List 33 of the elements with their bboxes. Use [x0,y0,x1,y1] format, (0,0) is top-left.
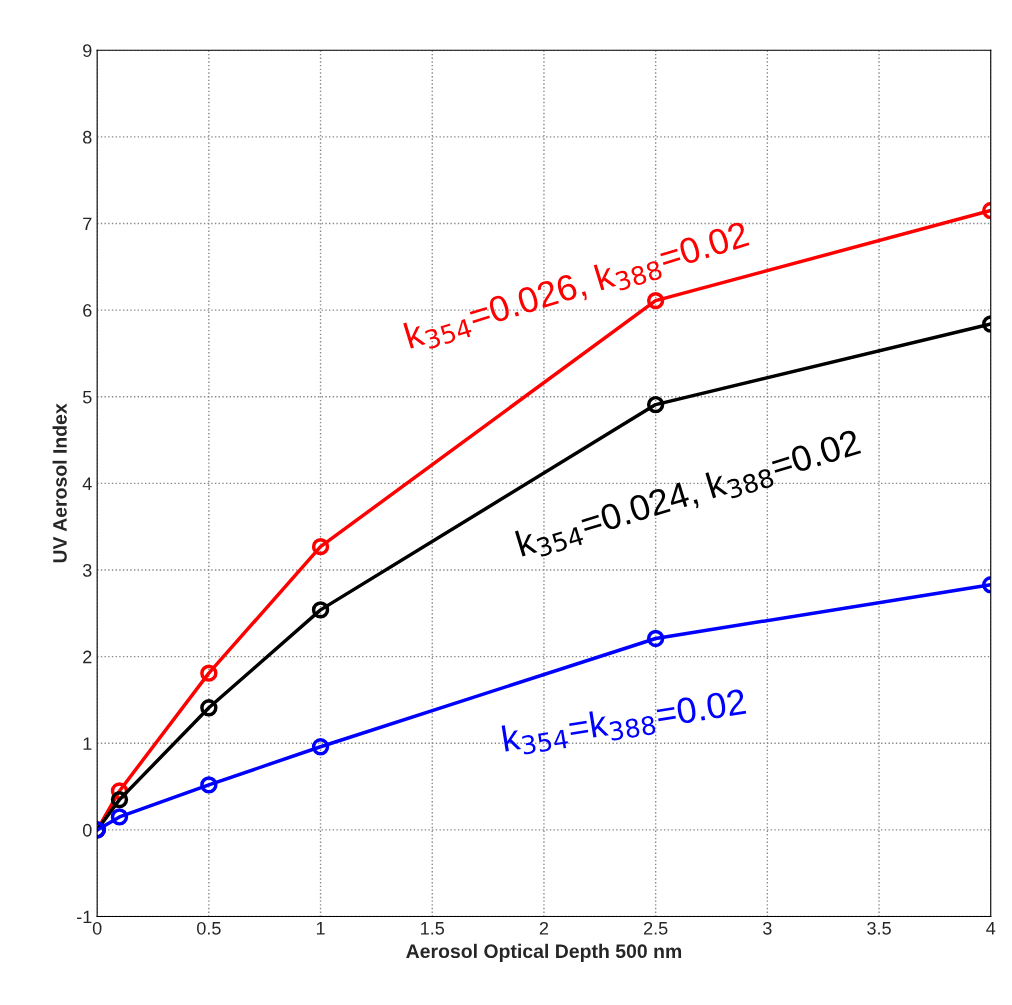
point [311,738,330,756]
point [110,790,129,809]
x-tick-label: 3.5 [867,921,891,935]
y-tick-label: 1 [83,737,92,750]
y-tick-label: 7 [83,217,92,231]
point [200,699,218,717]
text: k$_{354}$=0.026, k$_{388}$=0.02 [403,220,752,355]
y-tick-label: 6 [83,304,92,317]
y-tick-label: 3 [82,563,92,577]
y-tick-label: 9 [83,44,92,57]
x-tick-label: 0.5 [197,921,221,935]
point [200,776,218,794]
x-tick-label: 2.5 [644,921,668,935]
x-tick-label: 2 [539,921,549,935]
x-tick-label: 1 [316,922,325,935]
point [200,664,218,682]
y-axis-title: UV Aerosol Index [52,403,67,563]
x-tick-label: 0 [92,921,102,935]
y-tick-label: 0 [82,823,92,837]
y-tick-label: 4 [82,477,92,490]
y-tick-label: 8 [83,130,92,144]
point [311,601,330,619]
point [311,537,330,556]
x-tick-label: 1.5 [421,922,445,935]
point [110,808,129,826]
y-tick-label: -1 [77,910,92,924]
x-tick-label: 4 [986,922,996,935]
x-axis-title: Aerosol Optical Depth 500 nm [406,943,682,962]
x-tick-label: 3 [763,921,772,935]
y-tick-label: 2 [83,650,92,664]
text: k$_{354}$=k$_{388}$=0.02 [501,687,748,758]
y-tick-label: 5 [82,390,92,404]
text: k$_{354}$=0.024, k$_{388}$=0.02 [514,427,863,563]
